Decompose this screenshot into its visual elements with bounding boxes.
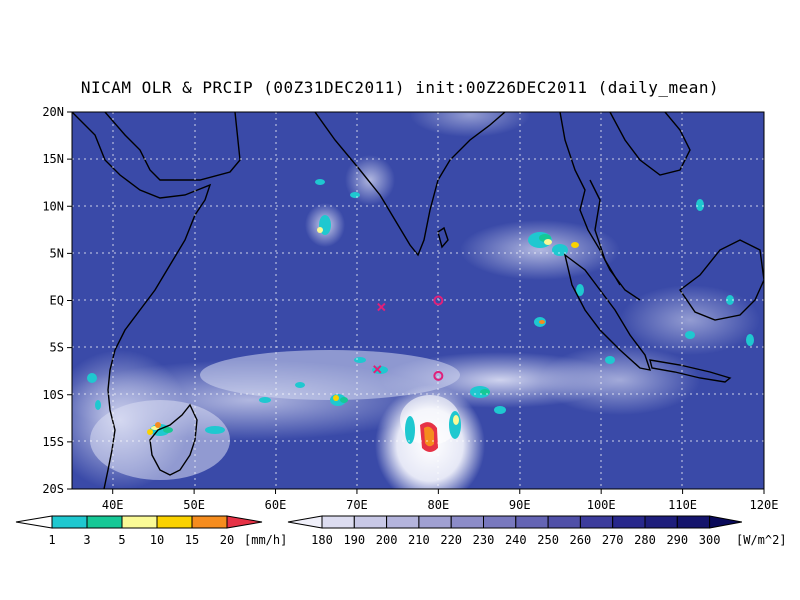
olr-colorbar-label: 290	[666, 533, 688, 547]
olr-colorbar-swatch	[321, 515, 355, 529]
olr-colorbar-swatch	[709, 515, 742, 529]
olr-colorbar-label: 220	[440, 533, 462, 547]
olr-colorbar-swatch	[450, 515, 485, 529]
precip-colorbar-label: 5	[118, 533, 125, 547]
gridlines	[72, 112, 764, 489]
olr-colorbar-swatch	[386, 515, 420, 529]
olr-colorbar-low-arrow	[287, 515, 323, 529]
lat-tick-label: 15N	[42, 152, 64, 166]
olr-colorbar-label: 200	[376, 533, 398, 547]
precip-colorbar-label: 10	[150, 533, 164, 547]
precip-colorbar-swatch	[86, 515, 123, 529]
o-marker	[433, 295, 444, 306]
olr-colorbar-swatch	[579, 515, 614, 529]
x-marker	[377, 302, 386, 312]
precip-colorbar-label: 20	[220, 533, 234, 547]
olr-colorbar-label: 210	[408, 533, 430, 547]
olr-colorbar: 180 190 200 210 220 230 240 250 260 270 280 290 300 […	[287, 515, 787, 547]
x-marker	[373, 365, 382, 374]
olr-colorbar-swatch	[644, 515, 678, 529]
lon-tick-label: 50E	[183, 498, 205, 512]
lat-tick-label: 5N	[50, 246, 64, 260]
olr-colorbar-label: 230	[473, 533, 495, 547]
storm-markers	[373, 295, 444, 381]
precip-colorbar-swatch	[226, 515, 263, 529]
olr-colorbar-label: 270	[602, 533, 624, 547]
coastlines	[72, 112, 764, 489]
lat-tick-label: 5S	[50, 341, 64, 355]
precip-colorbar-swatch	[51, 515, 88, 529]
lat-tick-label: EQ	[50, 294, 64, 308]
lon-tick-label: 40E	[102, 498, 124, 512]
olr-colorbar-swatch	[676, 515, 711, 529]
precip-colorbar-swatch	[191, 515, 228, 529]
olr-colorbar-label: 280	[634, 533, 656, 547]
map-title: NICAM OLR & PRCIP (00Z31DEC2011) init:00…	[80, 78, 720, 97]
olr-colorbar-unit: [W/m^2]	[736, 533, 787, 547]
lon-tick-label: 80E	[428, 498, 450, 512]
lon-tick-label: 110E	[668, 498, 697, 512]
olr-colorbar-label: 250	[537, 533, 559, 547]
precip-colorbar-low-arrow	[15, 515, 53, 529]
olr-colorbar-swatch	[612, 515, 646, 529]
precip-colorbar-label: 15	[185, 533, 199, 547]
lon-tick-label: 90E	[509, 498, 531, 512]
lat-tick-label: 20N	[42, 105, 64, 119]
olr-colorbar-label: 240	[505, 533, 527, 547]
lon-tick-label: 60E	[265, 498, 287, 512]
olr-colorbar-swatch	[418, 515, 452, 529]
precip-colorbar-swatch	[121, 515, 158, 529]
lat-tick-label: 20S	[42, 482, 64, 496]
lon-tick-label: 70E	[346, 498, 368, 512]
lon-tick-label: 120E	[750, 498, 779, 512]
olr-colorbar-label: 300	[699, 533, 721, 547]
precip-colorbar-swatch	[156, 515, 193, 529]
olr-colorbar-swatch	[547, 515, 581, 529]
lat-axis: 20N 15N 10N 5N EQ 5S 10S 15S 20S	[42, 105, 72, 496]
precip-colorbar-label: 3	[83, 533, 90, 547]
precip-colorbar: 1 3 5 10 15 20 [mm/h]	[15, 515, 287, 547]
lat-tick-label: 10S	[42, 388, 64, 402]
olr-colorbar-label: 190	[343, 533, 365, 547]
lat-tick-label: 10N	[42, 199, 64, 213]
olr-colorbar-label: 260	[570, 533, 592, 547]
olr-colorbar-label: 180	[311, 533, 333, 547]
precip-colorbar-label: 1	[48, 533, 55, 547]
lon-axis: 40E 50E 60E 70E 80E 90E 100E 110E 120E	[102, 489, 779, 512]
olr-colorbar-swatch	[353, 515, 388, 529]
lon-tick-label: 100E	[587, 498, 616, 512]
o-marker	[433, 370, 444, 381]
olr-colorbar-swatch	[483, 515, 517, 529]
olr-colorbar-swatch	[515, 515, 549, 529]
lat-tick-label: 15S	[42, 435, 64, 449]
map-area	[71, 111, 765, 490]
precip-colorbar-unit: [mm/h]	[244, 533, 287, 547]
